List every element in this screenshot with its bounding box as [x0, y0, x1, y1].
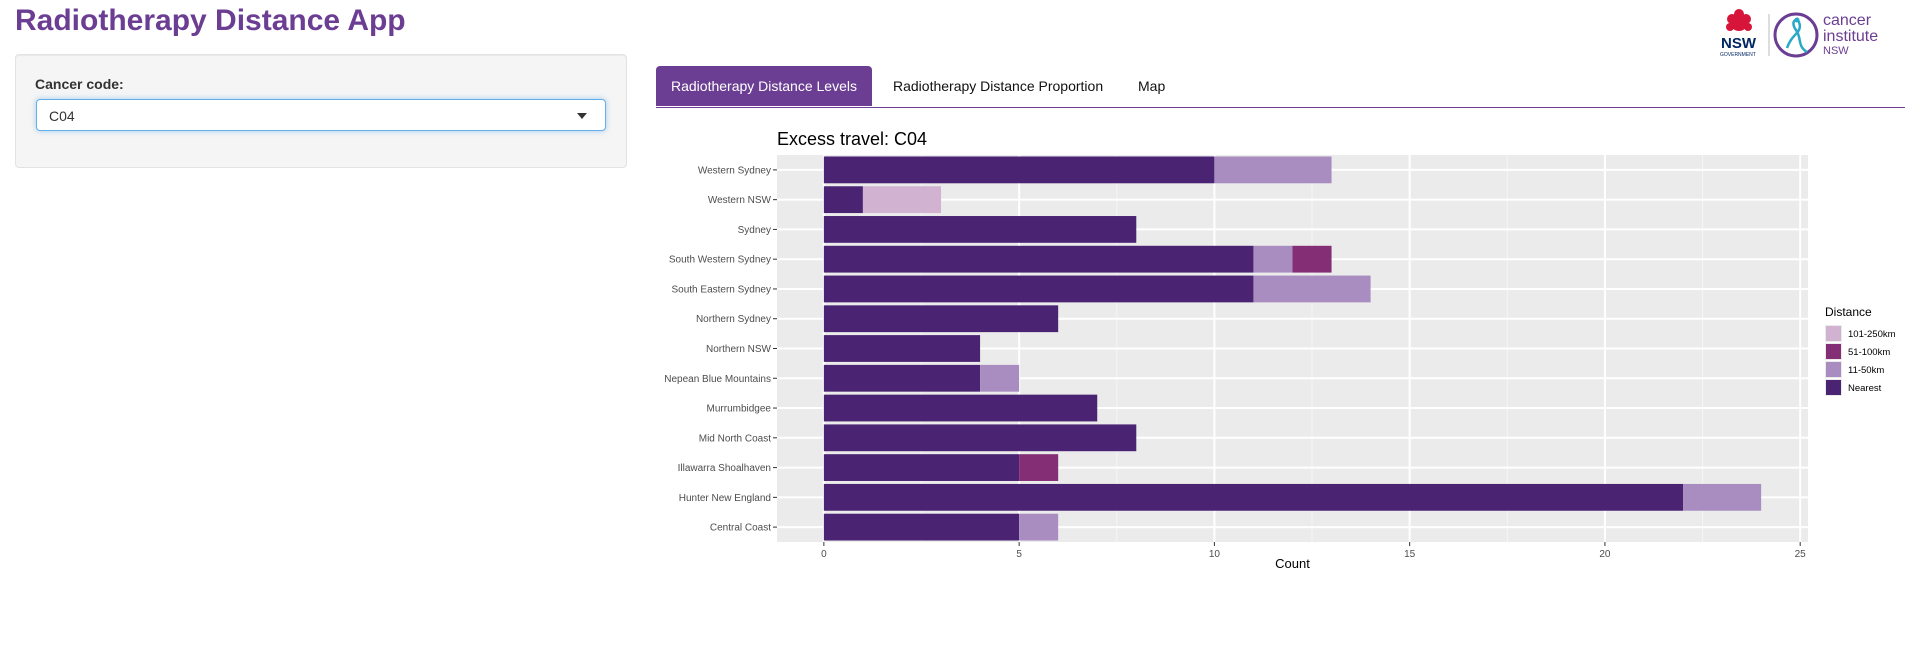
- nsw-logo-subtext: GOVERNMENT: [1720, 52, 1756, 58]
- bar-segment: [823, 305, 1059, 333]
- y-tick-label: Western NSW: [708, 195, 772, 206]
- y-tick-label: Illawarra Shoalhaven: [678, 463, 771, 474]
- bar-segment: [823, 364, 981, 392]
- cancer-code-label: Cancer code:: [35, 76, 124, 92]
- legend-label: Nearest: [1848, 383, 1882, 394]
- x-tick-label: 10: [1209, 549, 1221, 560]
- sidebar-panel: Cancer code: C04: [15, 54, 627, 168]
- bar-segment: [1253, 245, 1293, 273]
- logos: NSW GOVERNMENT cancer institute NSW: [1720, 9, 1878, 58]
- y-tick-label: Nepean Blue Mountains: [664, 374, 771, 385]
- bar-segment: [823, 513, 1020, 541]
- bar-segment: [823, 245, 1254, 273]
- bar-segment: [1253, 275, 1371, 303]
- bar-segment: [1683, 483, 1762, 511]
- legend-swatch: [1826, 326, 1841, 341]
- legend-label: 101-250km: [1848, 329, 1896, 340]
- cancer-code-select[interactable]: C04: [36, 99, 606, 131]
- legend-label: 11-50km: [1848, 365, 1884, 376]
- tab-distance-proportion[interactable]: Radiotherapy Distance Proportion: [893, 78, 1104, 94]
- bar-segment: [1292, 245, 1332, 273]
- bar-segment: [823, 216, 1137, 243]
- y-tick-label: Hunter New England: [679, 493, 771, 504]
- cancer-logo-line1: cancer: [1823, 12, 1872, 29]
- legend-title: Distance: [1825, 305, 1872, 319]
- bar-segment: [823, 156, 1215, 184]
- y-tick-label: Northern NSW: [706, 344, 772, 355]
- legend-swatch: [1826, 380, 1841, 395]
- tab-bar: Radiotherapy Distance Levels Radiotherap…: [656, 66, 1905, 108]
- app-title: Radiotherapy Distance App: [15, 4, 406, 37]
- chart-title: Excess travel: C04: [777, 129, 927, 149]
- bar-segment: [823, 186, 863, 214]
- bar-segment: [823, 335, 981, 362]
- y-tick-label: Central Coast: [710, 523, 771, 534]
- chevron-down-icon: [577, 113, 587, 119]
- legend-swatch: [1826, 344, 1841, 359]
- cancer-code-value: C04: [49, 108, 75, 124]
- y-tick-label: South Western Sydney: [669, 255, 771, 266]
- bar-segment: [1214, 156, 1332, 184]
- bar-segment: [1019, 454, 1059, 481]
- cancer-logo-line3: NSW: [1823, 45, 1849, 57]
- bar-segment: [1019, 513, 1059, 541]
- x-tick-label: 25: [1795, 549, 1807, 560]
- bar-segment: [823, 394, 1098, 422]
- y-tick-label: South Eastern Sydney: [671, 284, 771, 295]
- tab-distance-levels[interactable]: Radiotherapy Distance Levels: [656, 66, 872, 106]
- y-tick-label: Murrumbidgee: [707, 404, 772, 415]
- bar-segment: [980, 364, 1020, 392]
- y-tick-label: Sydney: [738, 225, 771, 236]
- x-tick-label: 15: [1404, 549, 1416, 560]
- legend-swatch: [1826, 362, 1841, 377]
- tab-map[interactable]: Map: [1138, 78, 1166, 94]
- x-tick-label: 0: [821, 549, 827, 560]
- y-tick-label: Mid North Coast: [699, 433, 771, 444]
- bar-segment: [823, 454, 1020, 481]
- bar-segment: [862, 186, 942, 214]
- y-tick-label: Northern Sydney: [696, 314, 771, 325]
- bar-segment: [823, 424, 1137, 452]
- x-tick-label: 20: [1599, 549, 1611, 560]
- bar-segment: [823, 275, 1254, 303]
- excess-travel-chart: Excess travel: C04 Western Sydney Western …: [664, 129, 1896, 571]
- nsw-logo-text: NSW: [1721, 35, 1757, 52]
- cancer-logo-line2: institute: [1823, 28, 1878, 45]
- nsw-waratah-icon: [1726, 9, 1752, 31]
- bar-segment: [823, 483, 1684, 511]
- legend-label: 51-100km: [1848, 347, 1890, 358]
- x-axis-title: Count: [1275, 556, 1310, 571]
- cancer-institute-ribbon-icon: [1773, 12, 1819, 58]
- x-tick-label: 5: [1016, 549, 1022, 560]
- y-tick-label: Western Sydney: [698, 165, 771, 176]
